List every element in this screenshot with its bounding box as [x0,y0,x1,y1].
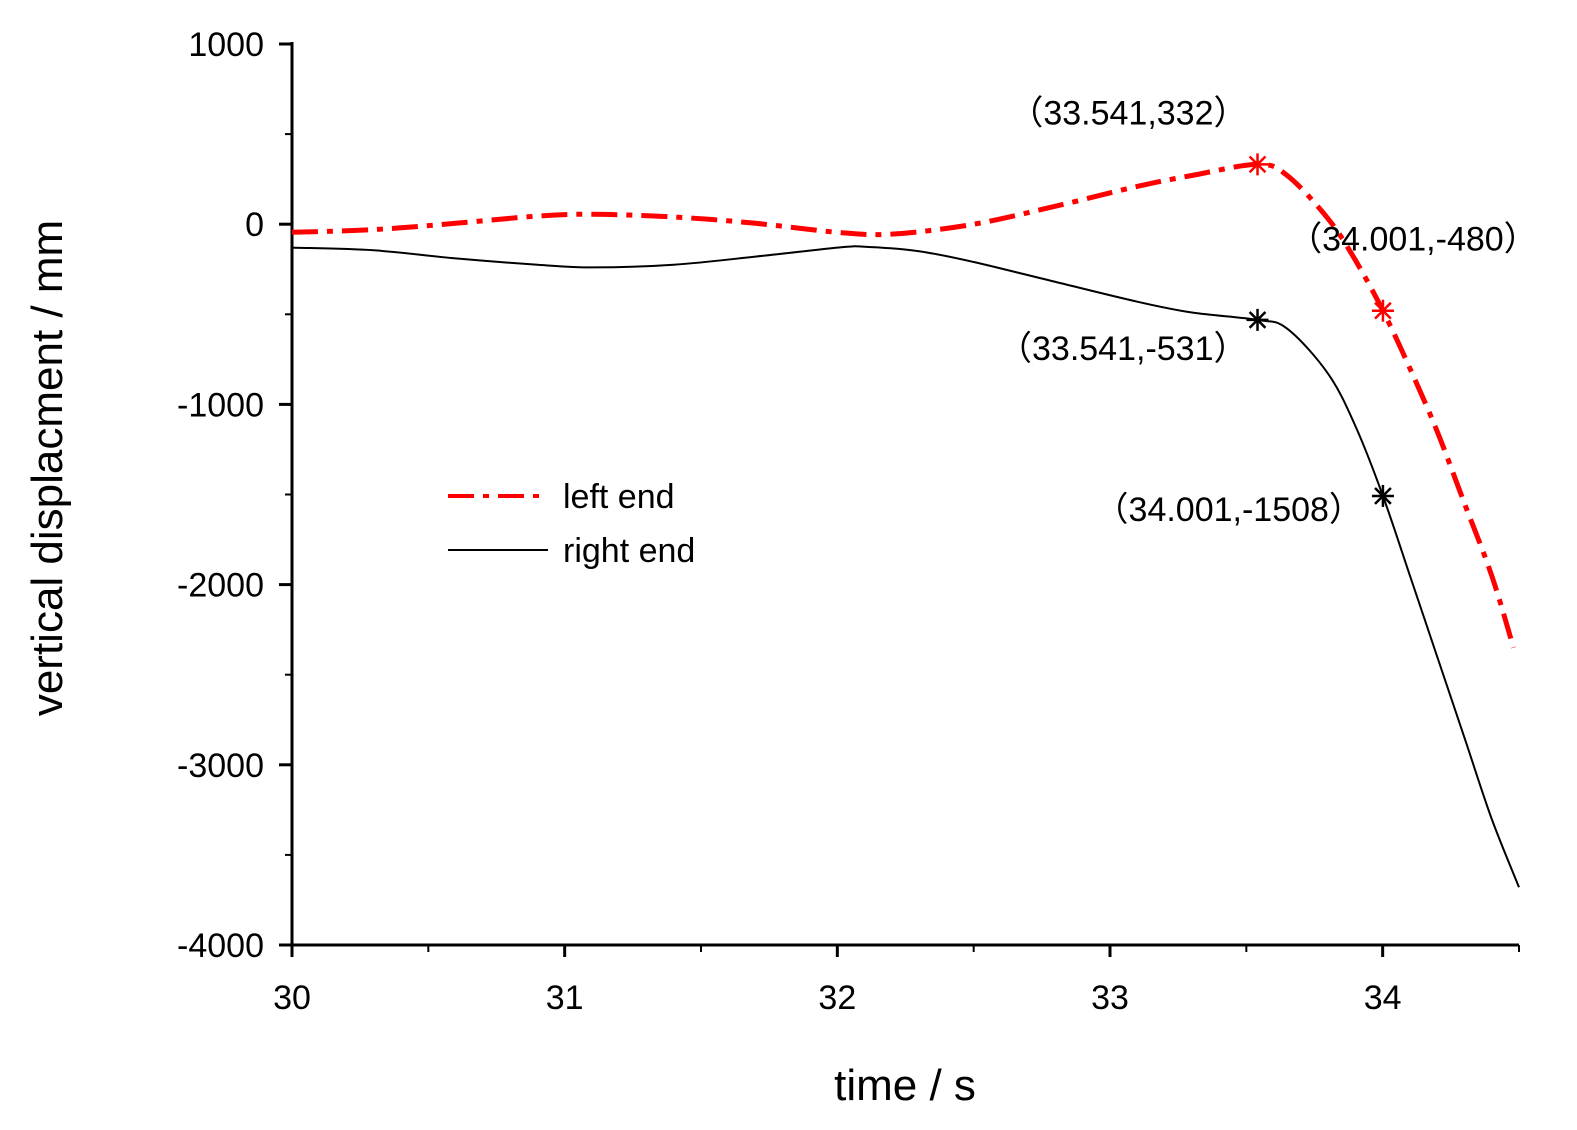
annotation-layer: （33.541,332） （34.001,-480） （33.541,-531） （3… [998,94,1538,529]
y-tick-label: 1000 [188,26,264,64]
series-line-left-end [291,161,1516,649]
data-annotation: （34.001,-480） [1288,221,1538,259]
x-tick-label: 32 [818,979,856,1017]
y-tick-label: -3000 [177,747,264,785]
data-annotation: （34.001,-1508） [1095,491,1363,529]
asterisk-marker [1246,153,1269,176]
series-line-right-end [291,245,1520,888]
y-tick-label: -4000 [177,927,264,965]
x-tick-label: 30 [273,979,311,1017]
legend-label-left-end: left end [563,478,675,516]
legend-label-right-end: right end [563,532,695,570]
series-layer [291,161,1520,888]
data-annotation: （33.541,-531） [998,330,1248,368]
asterisk-marker [1371,299,1394,322]
asterisk-marker [1371,484,1394,507]
y-tick-label: 0 [245,206,264,244]
asterisk-marker [1246,308,1269,331]
marker-layer [1246,153,1394,507]
y-tick-label: -1000 [177,386,264,424]
y-axis-ticks: 1000 0 -1000 -2000 -3000 -4000 [177,26,292,965]
y-tick-label: -2000 [177,567,264,605]
y-axis-title: vertical displacment / mm [23,220,72,716]
data-annotation: （33.541,332） [1009,94,1247,132]
legend: left end right end [448,478,695,570]
x-axis-ticks: 30 31 32 33 34 [273,945,1520,1017]
x-axis-title: time / s [834,1061,976,1110]
x-tick-label: 33 [1091,979,1129,1017]
x-tick-label: 34 [1364,979,1402,1017]
x-tick-label: 31 [546,979,584,1017]
